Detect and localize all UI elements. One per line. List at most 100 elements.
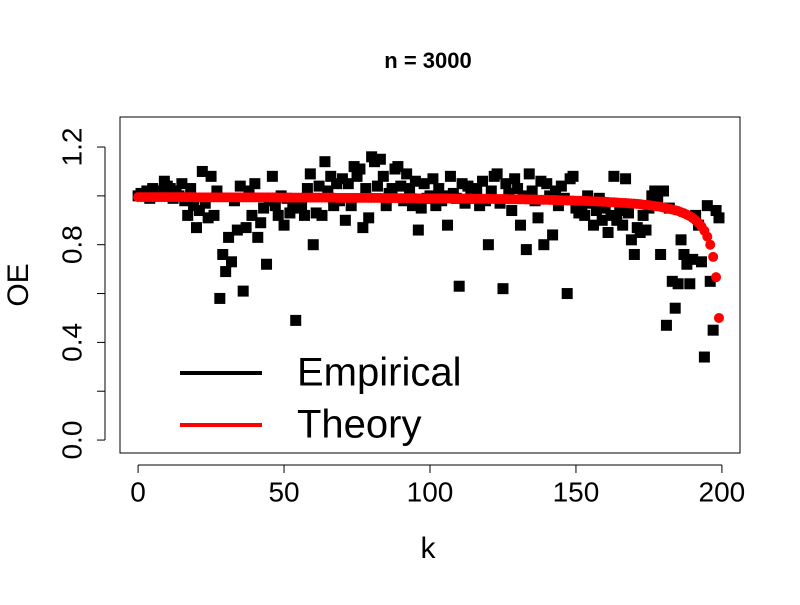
point bbox=[628, 248, 640, 260]
point bbox=[249, 178, 261, 190]
point bbox=[237, 285, 249, 297]
point bbox=[500, 178, 512, 190]
point bbox=[188, 200, 200, 212]
point bbox=[409, 175, 421, 187]
point bbox=[392, 161, 404, 173]
point bbox=[427, 173, 439, 185]
point bbox=[701, 200, 713, 212]
point bbox=[342, 178, 354, 190]
point bbox=[538, 239, 550, 251]
point bbox=[614, 205, 626, 217]
point bbox=[336, 173, 348, 185]
point bbox=[509, 173, 521, 185]
point bbox=[261, 258, 273, 270]
x-tick-label: 150 bbox=[553, 476, 600, 507]
point bbox=[185, 183, 197, 195]
point bbox=[430, 200, 442, 212]
point bbox=[617, 219, 629, 231]
point bbox=[713, 312, 724, 323]
point bbox=[193, 205, 205, 217]
point bbox=[287, 197, 299, 209]
point bbox=[462, 180, 474, 192]
point bbox=[348, 161, 360, 173]
point bbox=[637, 209, 649, 221]
point bbox=[404, 183, 416, 195]
point bbox=[471, 183, 483, 195]
point bbox=[296, 200, 308, 212]
point bbox=[596, 214, 608, 226]
point bbox=[374, 153, 386, 165]
y-axis-label: OE bbox=[2, 263, 35, 306]
point bbox=[339, 214, 351, 226]
point bbox=[678, 248, 690, 260]
point bbox=[503, 187, 515, 199]
point bbox=[164, 183, 176, 195]
point bbox=[246, 209, 258, 221]
point bbox=[199, 197, 211, 209]
point bbox=[316, 209, 328, 221]
chart-title: n = 3000 bbox=[384, 48, 471, 73]
point bbox=[672, 278, 684, 290]
point bbox=[290, 314, 302, 326]
point bbox=[214, 292, 226, 304]
point bbox=[704, 275, 716, 287]
point bbox=[634, 227, 646, 238]
point bbox=[266, 170, 278, 182]
point bbox=[226, 256, 238, 268]
legend-label: Theory bbox=[297, 403, 422, 447]
point bbox=[272, 209, 284, 221]
y-tick-label: 0.0 bbox=[56, 421, 87, 460]
point bbox=[220, 266, 232, 278]
point bbox=[649, 185, 661, 197]
point bbox=[433, 183, 445, 195]
point bbox=[707, 324, 719, 336]
point bbox=[354, 163, 366, 175]
point bbox=[547, 229, 559, 241]
point bbox=[243, 185, 255, 197]
x-tick-label: 100 bbox=[407, 476, 454, 507]
point bbox=[535, 175, 547, 187]
point bbox=[669, 302, 681, 314]
point bbox=[660, 319, 672, 331]
point bbox=[395, 180, 407, 192]
point bbox=[550, 185, 562, 197]
point bbox=[418, 178, 430, 190]
point bbox=[208, 209, 220, 221]
x-tick-label: 200 bbox=[699, 476, 746, 507]
point bbox=[573, 207, 585, 219]
point bbox=[666, 275, 678, 287]
point bbox=[258, 202, 270, 214]
point bbox=[369, 156, 381, 168]
point bbox=[711, 272, 722, 283]
point bbox=[608, 170, 620, 182]
point bbox=[520, 244, 532, 256]
point bbox=[655, 248, 667, 260]
point bbox=[211, 185, 223, 197]
point bbox=[710, 205, 722, 217]
point bbox=[658, 185, 670, 197]
point bbox=[357, 222, 369, 234]
point bbox=[322, 185, 334, 197]
point bbox=[605, 209, 617, 221]
point bbox=[351, 170, 363, 182]
point bbox=[474, 200, 486, 212]
point bbox=[625, 234, 637, 246]
point bbox=[456, 178, 468, 190]
point bbox=[512, 183, 524, 195]
point bbox=[453, 280, 465, 292]
point bbox=[328, 200, 340, 212]
point bbox=[622, 207, 634, 219]
point bbox=[345, 200, 357, 212]
point bbox=[482, 239, 494, 251]
point bbox=[652, 195, 664, 207]
point bbox=[205, 170, 217, 182]
point bbox=[141, 185, 153, 197]
point bbox=[602, 227, 614, 238]
point bbox=[319, 156, 331, 168]
point bbox=[582, 190, 594, 202]
point bbox=[363, 212, 375, 224]
point bbox=[491, 168, 503, 180]
point bbox=[579, 209, 591, 221]
point bbox=[444, 170, 456, 182]
